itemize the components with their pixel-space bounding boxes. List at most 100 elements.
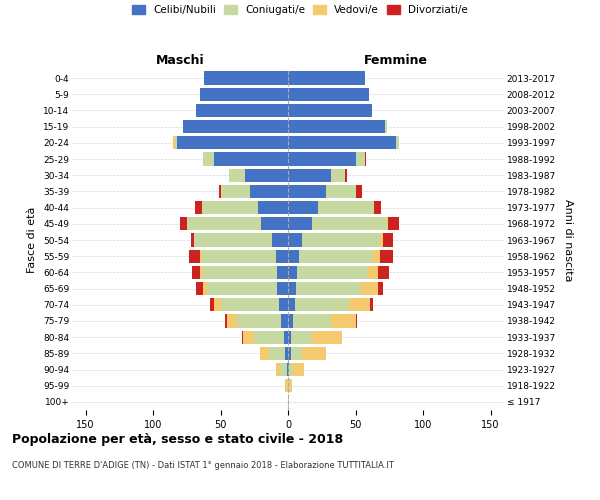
Bar — [379, 282, 383, 295]
Text: Femmine: Femmine — [364, 54, 428, 68]
Bar — [326, 185, 355, 198]
Bar — [182, 120, 288, 134]
Bar — [361, 282, 379, 295]
Bar — [286, 346, 288, 360]
Y-axis label: Anni di nascita: Anni di nascita — [563, 198, 572, 281]
Bar — [214, 152, 288, 166]
Bar — [180, 217, 187, 230]
Bar — [173, 136, 175, 149]
Bar — [288, 168, 331, 182]
Bar — [200, 266, 203, 279]
Bar — [293, 314, 331, 328]
Bar — [293, 363, 304, 376]
Bar — [229, 168, 245, 182]
Bar — [272, 234, 288, 246]
Bar — [380, 234, 383, 246]
Bar — [318, 201, 374, 214]
Bar — [196, 104, 288, 117]
Bar — [370, 298, 373, 312]
Bar — [276, 250, 288, 263]
Bar — [236, 314, 281, 328]
Bar — [200, 250, 202, 263]
Bar — [355, 314, 357, 328]
Bar — [288, 201, 318, 214]
Bar — [288, 282, 296, 295]
Bar — [386, 217, 388, 230]
Bar — [288, 217, 313, 230]
Text: Maschi: Maschi — [155, 54, 205, 68]
Bar — [287, 363, 288, 376]
Bar — [280, 363, 287, 376]
Bar — [290, 330, 313, 344]
Bar — [374, 201, 381, 214]
Bar — [276, 363, 280, 376]
Bar — [203, 282, 207, 295]
Bar — [368, 266, 379, 279]
Bar — [288, 104, 372, 117]
Bar — [373, 250, 380, 263]
Bar — [203, 152, 214, 166]
Bar — [396, 136, 398, 149]
Bar — [331, 314, 355, 328]
Bar — [288, 346, 290, 360]
Bar — [288, 363, 289, 376]
Bar — [214, 298, 221, 312]
Bar — [388, 217, 399, 230]
Bar — [203, 266, 277, 279]
Bar — [288, 136, 396, 149]
Bar — [295, 298, 349, 312]
Bar — [349, 298, 370, 312]
Bar — [379, 266, 389, 279]
Bar — [277, 282, 288, 295]
Bar — [355, 152, 365, 166]
Bar — [284, 330, 288, 344]
Bar — [288, 250, 299, 263]
Bar — [227, 314, 236, 328]
Bar — [288, 120, 385, 134]
Bar — [288, 298, 295, 312]
Bar — [288, 88, 369, 101]
Bar — [302, 346, 326, 360]
Bar — [221, 298, 278, 312]
Bar — [288, 72, 365, 85]
Bar — [313, 330, 342, 344]
Bar — [278, 298, 288, 312]
Bar — [221, 185, 250, 198]
Bar — [202, 250, 276, 263]
Text: Popolazione per età, sesso e stato civile - 2018: Popolazione per età, sesso e stato civil… — [12, 432, 343, 446]
Bar — [331, 168, 344, 182]
Bar — [190, 250, 200, 263]
Bar — [281, 314, 288, 328]
Bar — [288, 266, 298, 279]
Bar — [296, 282, 361, 295]
Bar — [204, 72, 288, 85]
Bar — [191, 234, 193, 246]
Bar — [313, 217, 386, 230]
Y-axis label: Fasce di età: Fasce di età — [28, 207, 37, 273]
Legend: Celibi/Nubili, Coniugati/e, Vedovi/e, Divorziati/e: Celibi/Nubili, Coniugati/e, Vedovi/e, Di… — [132, 5, 468, 15]
Bar — [260, 346, 269, 360]
Bar — [254, 330, 284, 344]
Bar — [287, 379, 288, 392]
Bar — [355, 185, 362, 198]
Bar — [302, 234, 380, 246]
Bar — [242, 330, 244, 344]
Bar — [288, 314, 293, 328]
Bar — [289, 379, 292, 392]
Bar — [383, 234, 394, 246]
Bar — [202, 201, 259, 214]
Bar — [193, 234, 272, 246]
Bar — [250, 185, 288, 198]
Bar — [288, 379, 289, 392]
Bar — [196, 282, 203, 295]
Bar — [290, 346, 302, 360]
Bar — [261, 217, 288, 230]
Bar — [207, 282, 277, 295]
Bar — [288, 152, 355, 166]
Bar — [219, 185, 221, 198]
Bar — [177, 136, 288, 149]
Bar — [245, 168, 288, 182]
Bar — [269, 346, 286, 360]
Bar — [224, 314, 227, 328]
Bar — [288, 330, 290, 344]
